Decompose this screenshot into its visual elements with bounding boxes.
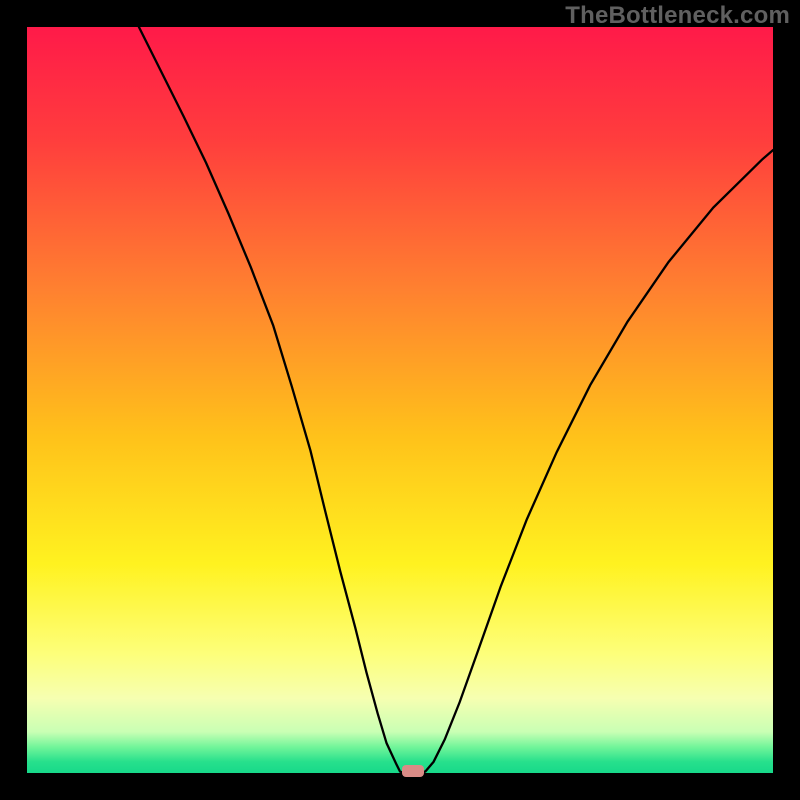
min-marker — [402, 765, 424, 777]
bottleneck-chart — [27, 27, 773, 773]
watermark-text: TheBottleneck.com — [565, 2, 790, 30]
chart-background — [27, 27, 773, 773]
